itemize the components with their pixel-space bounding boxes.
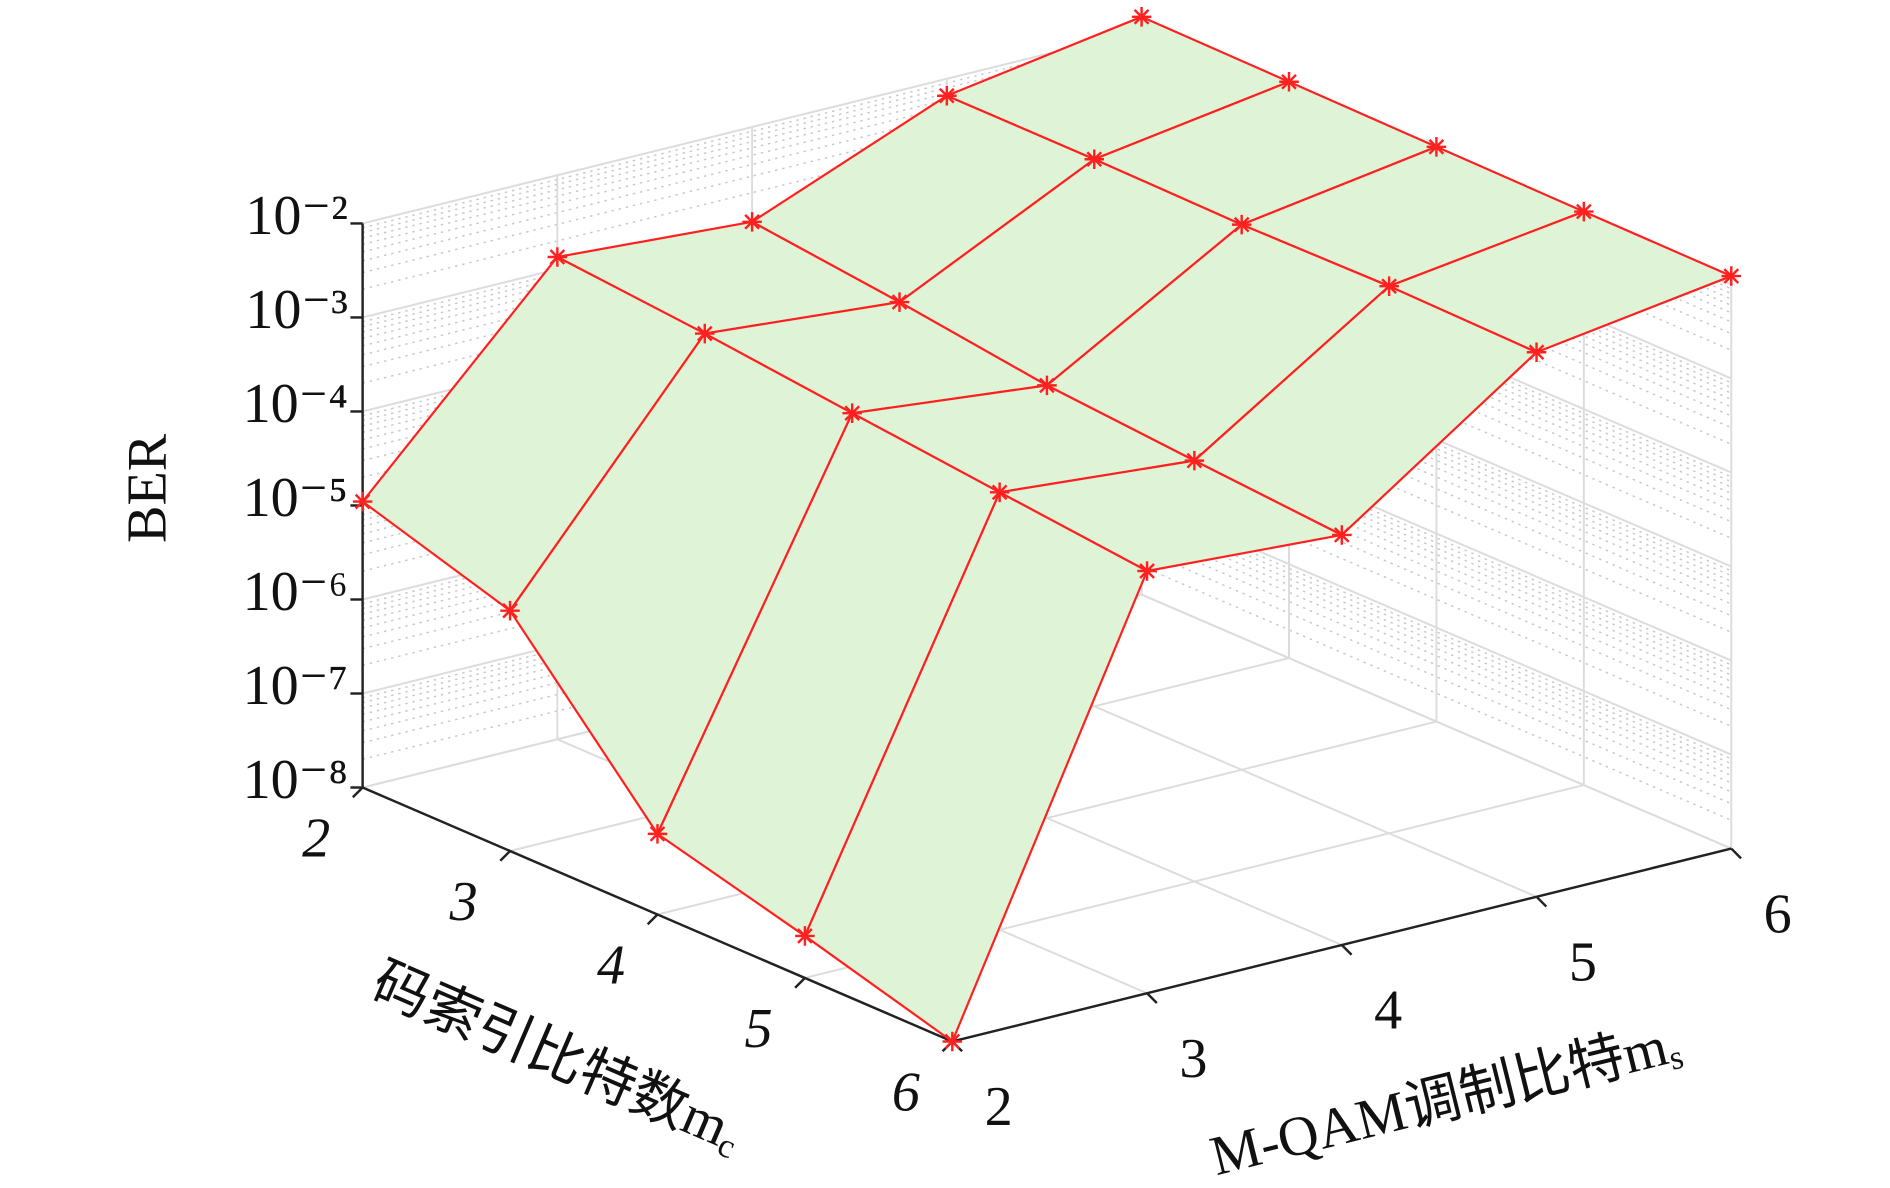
data-marker <box>1137 561 1157 581</box>
tick-mark <box>794 977 806 989</box>
y-tick-label: 6 <box>892 1062 920 1124</box>
minor-grid-line <box>1141 514 1732 770</box>
minor-grid-line <box>1141 246 1732 502</box>
x-tick-label: 3 <box>1179 1028 1207 1090</box>
data-marker <box>500 600 520 621</box>
minor-grid-line <box>1141 420 1732 676</box>
data-marker <box>942 1031 963 1052</box>
minor-grid-line <box>1141 152 1732 408</box>
tick-mark <box>1535 895 1548 908</box>
data-marker <box>937 85 957 106</box>
data-marker <box>889 292 910 312</box>
minor-grid-line <box>1141 267 1732 523</box>
tick-mark <box>1146 992 1158 1004</box>
minor-grid-line <box>1141 173 1732 429</box>
minor-grid-line <box>1141 471 1732 727</box>
data-marker <box>1332 525 1352 545</box>
minor-grid-line <box>1141 537 1732 793</box>
minor-grid-line <box>1141 443 1732 699</box>
tick-mark <box>1730 847 1742 860</box>
minor-grid-line <box>1141 189 1732 445</box>
z-tick-label: 10⁻⁴ <box>243 373 348 435</box>
z-axis-label: BER <box>117 433 179 543</box>
minor-grid-line <box>1141 377 1732 633</box>
minor-grid-line <box>1141 520 1732 777</box>
minor-grid-line <box>1141 415 1732 671</box>
data-marker <box>1231 214 1252 235</box>
y-tick-label: 4 <box>597 935 625 997</box>
data-marker <box>1279 72 1299 92</box>
minor-grid-line <box>1141 316 1732 572</box>
x-tick-label: 5 <box>1569 931 1597 993</box>
data-marker <box>842 403 862 423</box>
data-marker <box>647 824 668 844</box>
minor-grid-line <box>1141 565 1732 821</box>
z-tick-label: 10⁻⁸ <box>243 749 348 811</box>
z-tick-label: 10⁻² <box>245 185 348 247</box>
minor-grid-line <box>362 34 1142 229</box>
minor-grid-line <box>1141 326 1732 582</box>
minor-grid-line <box>1141 455 1732 711</box>
x-axis-label: M-QAM调制比特ms <box>1205 1012 1688 1188</box>
data-marker <box>1574 201 1594 222</box>
minor-grid-line <box>1141 434 1732 690</box>
y-axis-label: 码索引比特数mc <box>363 951 752 1166</box>
x-axis-label-text: M-QAM调制比特m <box>1205 1015 1674 1188</box>
data-marker <box>742 212 762 232</box>
tick-mark <box>351 786 364 799</box>
minor-grid-line <box>1141 128 1732 384</box>
minor-grid-line <box>1141 504 1732 760</box>
minor-grid-line <box>1141 340 1732 596</box>
y-tick-label: 2 <box>302 808 330 870</box>
data-marker <box>1037 375 1057 396</box>
minor-grid-line <box>1141 144 1732 401</box>
y-axis-label-text: 码索引比特数m <box>364 951 738 1158</box>
data-marker <box>1131 7 1152 27</box>
minor-grid-line <box>1141 332 1732 589</box>
minor-grid-line <box>1141 549 1732 805</box>
minor-grid-line <box>1141 222 1732 478</box>
x-axis <box>952 847 1732 1043</box>
minor-grid-line <box>1141 227 1732 483</box>
data-marker <box>547 247 568 267</box>
minor-grid-line <box>1141 238 1732 495</box>
y-tick-label: 3 <box>449 871 478 933</box>
minor-grid-line <box>1141 283 1732 539</box>
minor-grid-line <box>1141 132 1732 389</box>
z-tick-label: 10⁻³ <box>245 279 348 341</box>
data-marker <box>989 482 1010 503</box>
tick-mark <box>499 850 511 862</box>
minor-grid-line <box>1141 255 1732 511</box>
data-marker <box>795 926 815 946</box>
x-tick-label: 6 <box>1764 883 1792 945</box>
minor-grid-line <box>1141 321 1732 577</box>
data-marker <box>1721 266 1742 286</box>
minor-grid-line <box>1141 410 1732 666</box>
minor-grid-line <box>1141 528 1732 784</box>
minor-grid-line <box>1141 161 1732 417</box>
y-tick-label: 5 <box>744 998 772 1060</box>
data-marker <box>1184 450 1205 471</box>
z-tick-label: 10⁻⁶ <box>243 561 348 623</box>
x-tick-label: 2 <box>985 1076 1013 1138</box>
z-tick-label: 10⁻⁷ <box>243 655 348 717</box>
minor-grid-line <box>1141 509 1732 765</box>
minor-grid-line <box>1141 361 1732 617</box>
x-tick-label: 4 <box>1374 980 1402 1042</box>
z-tick-label: 10⁻⁵ <box>243 467 348 529</box>
minor-grid-line <box>1141 138 1732 394</box>
tick-mark <box>646 913 659 926</box>
data-marker <box>352 491 373 512</box>
minor-grid-line <box>1141 349 1732 605</box>
data-marker <box>1426 137 1447 157</box>
data-marker <box>1526 342 1547 363</box>
data-marker <box>1379 276 1399 296</box>
minor-grid-line <box>1141 232 1732 488</box>
data-marker <box>1084 149 1105 169</box>
minor-grid-line <box>1141 426 1732 683</box>
tick-mark <box>1340 944 1353 956</box>
data-marker <box>695 323 715 344</box>
